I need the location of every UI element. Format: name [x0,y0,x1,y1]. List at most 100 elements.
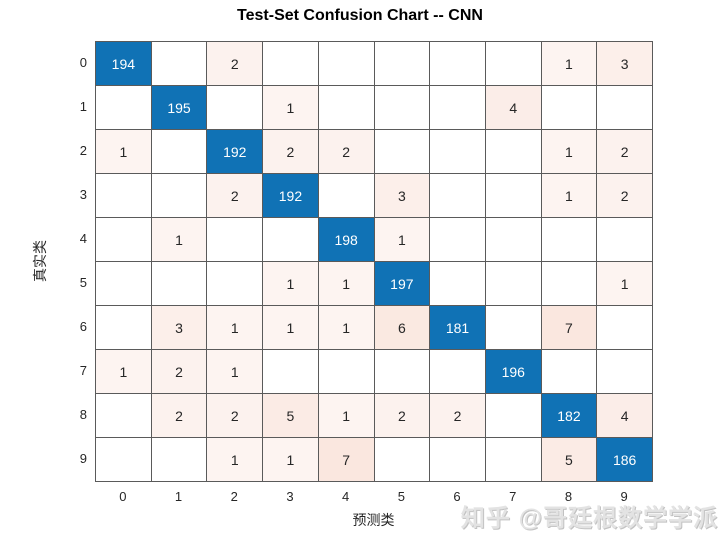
matrix-cell: 1 [96,350,152,394]
matrix-cell [485,218,542,262]
matrix-cell: 186 [597,438,653,482]
matrix-cell: 181 [430,306,486,350]
matrix-cell [430,218,486,262]
y-tick-label: 0 [79,55,87,70]
matrix-cell [263,218,319,262]
matrix-cell [485,438,542,482]
matrix-cell [96,438,152,482]
x-tick-label: 6 [453,489,461,504]
matrix-cell: 1 [263,306,319,350]
matrix-cell: 3 [374,174,431,218]
matrix-cell: 1 [263,262,319,306]
matrix-cell: 1 [597,262,653,306]
x-axis-ticks: 0 1 2 3 4 5 6 7 8 9 [95,488,652,506]
matrix-cell [318,42,375,86]
matrix-cell: 1 [541,174,598,218]
matrix-cell [96,218,152,262]
matrix-cell [541,86,598,130]
matrix-cell: 2 [151,350,208,394]
matrix-cell: 1 [207,306,264,350]
matrix-cell [430,174,486,218]
matrix-cell: 194 [96,42,152,86]
matrix-cell: 6 [374,306,431,350]
matrix-cell [597,86,653,130]
matrix-cell: 1 [96,130,152,174]
matrix-cell [541,350,598,394]
matrix-cell: 192 [263,174,319,218]
matrix-cell [430,130,486,174]
matrix-cell: 2 [207,174,264,218]
matrix-cell: 2 [263,130,319,174]
matrix-cell [597,350,653,394]
matrix-cell [318,174,375,218]
matrix-cell: 2 [207,394,264,438]
matrix-cell: 5 [541,438,598,482]
matrix-cell: 1 [151,218,208,262]
matrix-cell: 1 [541,130,598,174]
matrix-cell [96,86,152,130]
matrix-cell: 5 [263,394,319,438]
matrix-cell [374,350,431,394]
matrix-cell [597,218,653,262]
y-axis-ticks: 0 1 2 3 4 5 6 7 8 9 [0,41,87,481]
matrix-cell: 1 [318,262,375,306]
matrix-cell: 195 [151,86,208,130]
x-tick-label: 8 [564,489,573,504]
y-tick-label: 4 [79,231,87,246]
matrix-cell [151,130,208,174]
matrix-cell: 182 [541,394,598,438]
matrix-cell: 1 [207,350,264,394]
x-tick-label: 2 [230,489,238,504]
matrix-cell [374,438,431,482]
matrix-cell [541,262,598,306]
matrix-cell: 1 [374,218,431,262]
matrix-cell [430,262,486,306]
matrix-cell [318,350,375,394]
x-tick-label: 0 [119,489,127,504]
matrix-cell: 2 [597,130,653,174]
x-tick-label: 5 [397,489,405,504]
matrix-cell: 2 [374,394,431,438]
matrix-cell [541,218,598,262]
matrix-cell [263,350,319,394]
matrix-cell: 4 [597,394,653,438]
matrix-cell: 2 [430,394,486,438]
matrix-cell [263,42,319,86]
y-tick-label: 5 [79,275,87,290]
matrix-cell [485,42,542,86]
matrix-cell: 198 [318,218,375,262]
matrix-cell [96,394,152,438]
matrix-cell: 4 [485,86,542,130]
x-tick-label: 4 [342,489,350,504]
matrix-cell [318,86,375,130]
matrix-cell: 197 [374,262,431,306]
matrix-cell [485,130,542,174]
y-tick-label: 9 [79,451,87,466]
matrix-cell [151,262,208,306]
y-tick-label: 3 [79,187,87,202]
matrix-cell: 3 [151,306,208,350]
matrix-cell [207,86,264,130]
y-tick-label: 7 [79,363,87,378]
y-tick-label: 8 [79,407,87,422]
matrix-cell [151,42,208,86]
x-tick-label: 3 [286,489,294,504]
x-tick-label: 1 [174,489,183,504]
matrix-cell: 1 [263,86,319,130]
matrix-cell [96,174,152,218]
matrix-cell [96,306,152,350]
matrix-cell: 192 [207,130,264,174]
matrix-cell [430,86,486,130]
matrix-cell: 7 [318,438,375,482]
matrix-cell [485,262,542,306]
matrix-cell [207,262,264,306]
matrix-cell [485,174,542,218]
y-tick-label: 2 [79,143,87,158]
matrix-cell [430,438,486,482]
y-tick-label: 6 [79,319,87,334]
matrix-cell [430,42,486,86]
matrix-cell: 1 [263,438,319,482]
matrix-cell: 7 [541,306,598,350]
matrix-cell: 2 [151,394,208,438]
